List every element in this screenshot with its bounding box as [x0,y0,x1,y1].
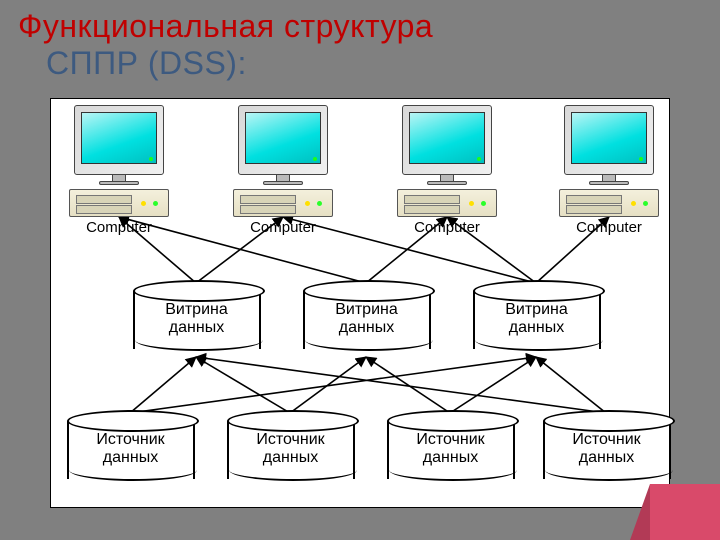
database-icon: Витринаданных [473,291,601,349]
slide: Функциональная структура СППР (DSS): Com… [0,0,720,540]
mart-node: Витринаданных [129,291,264,349]
source-node: Источникданных [63,421,198,479]
database-icon: Источникданных [543,421,671,479]
corner-accent [650,484,720,540]
monitor-foot [99,181,139,185]
tower-icon [69,189,169,217]
computer-label: Computer [549,219,669,236]
db-label: Витринаданных [475,301,599,338]
computer-node: Computer [549,105,669,236]
database-icon: Источникданных [67,421,195,479]
source-node: Источникданных [383,421,518,479]
monitor-icon [74,105,164,175]
screen [81,112,157,164]
diagram-canvas: Computer Computer Computer Computer Витринад… [50,98,670,508]
database-icon: Витринаданных [303,291,431,349]
edge-arrow [130,357,196,413]
title-line-2: СППР (DSS): [18,45,433,82]
db-label: Источникданных [545,431,669,468]
tower-icon [233,189,333,217]
computer-label: Computer [223,219,343,236]
computer-node: Computer [59,105,179,236]
tower-icon [397,189,497,217]
source-node: Источникданных [223,421,358,479]
database-icon: Источникданных [387,421,515,479]
edge-arrow [450,357,536,413]
edge-arrow [130,357,536,413]
monitor-icon [402,105,492,175]
mart-node: Витринаданных [299,291,434,349]
computer-label: Computer [59,219,179,236]
db-label: Источникданных [229,431,353,468]
screen [571,112,647,164]
db-label: Витринаданных [305,301,429,338]
tower-icon [559,189,659,217]
edge-arrow [536,357,606,413]
screen [409,112,485,164]
title-line-1: Функциональная структура [18,8,433,45]
slide-title: Функциональная структура СППР (DSS): [18,8,433,82]
mart-node: Витринаданных [469,291,604,349]
edge-arrow [196,357,606,413]
computer-node: Computer [387,105,507,236]
computer-node: Computer [223,105,343,236]
db-label: Источникданных [69,431,193,468]
monitor-foot [589,181,629,185]
monitor-icon [564,105,654,175]
source-node: Источникданных [539,421,674,479]
database-icon: Витринаданных [133,291,261,349]
db-label: Источникданных [389,431,513,468]
edge-arrow [290,357,366,413]
database-icon: Источникданных [227,421,355,479]
monitor-foot [427,181,467,185]
edge-arrow [196,357,290,413]
monitor-foot [263,181,303,185]
db-label: Витринаданных [135,301,259,338]
screen [245,112,321,164]
monitor-icon [238,105,328,175]
computer-label: Computer [387,219,507,236]
edge-arrow [366,357,450,413]
